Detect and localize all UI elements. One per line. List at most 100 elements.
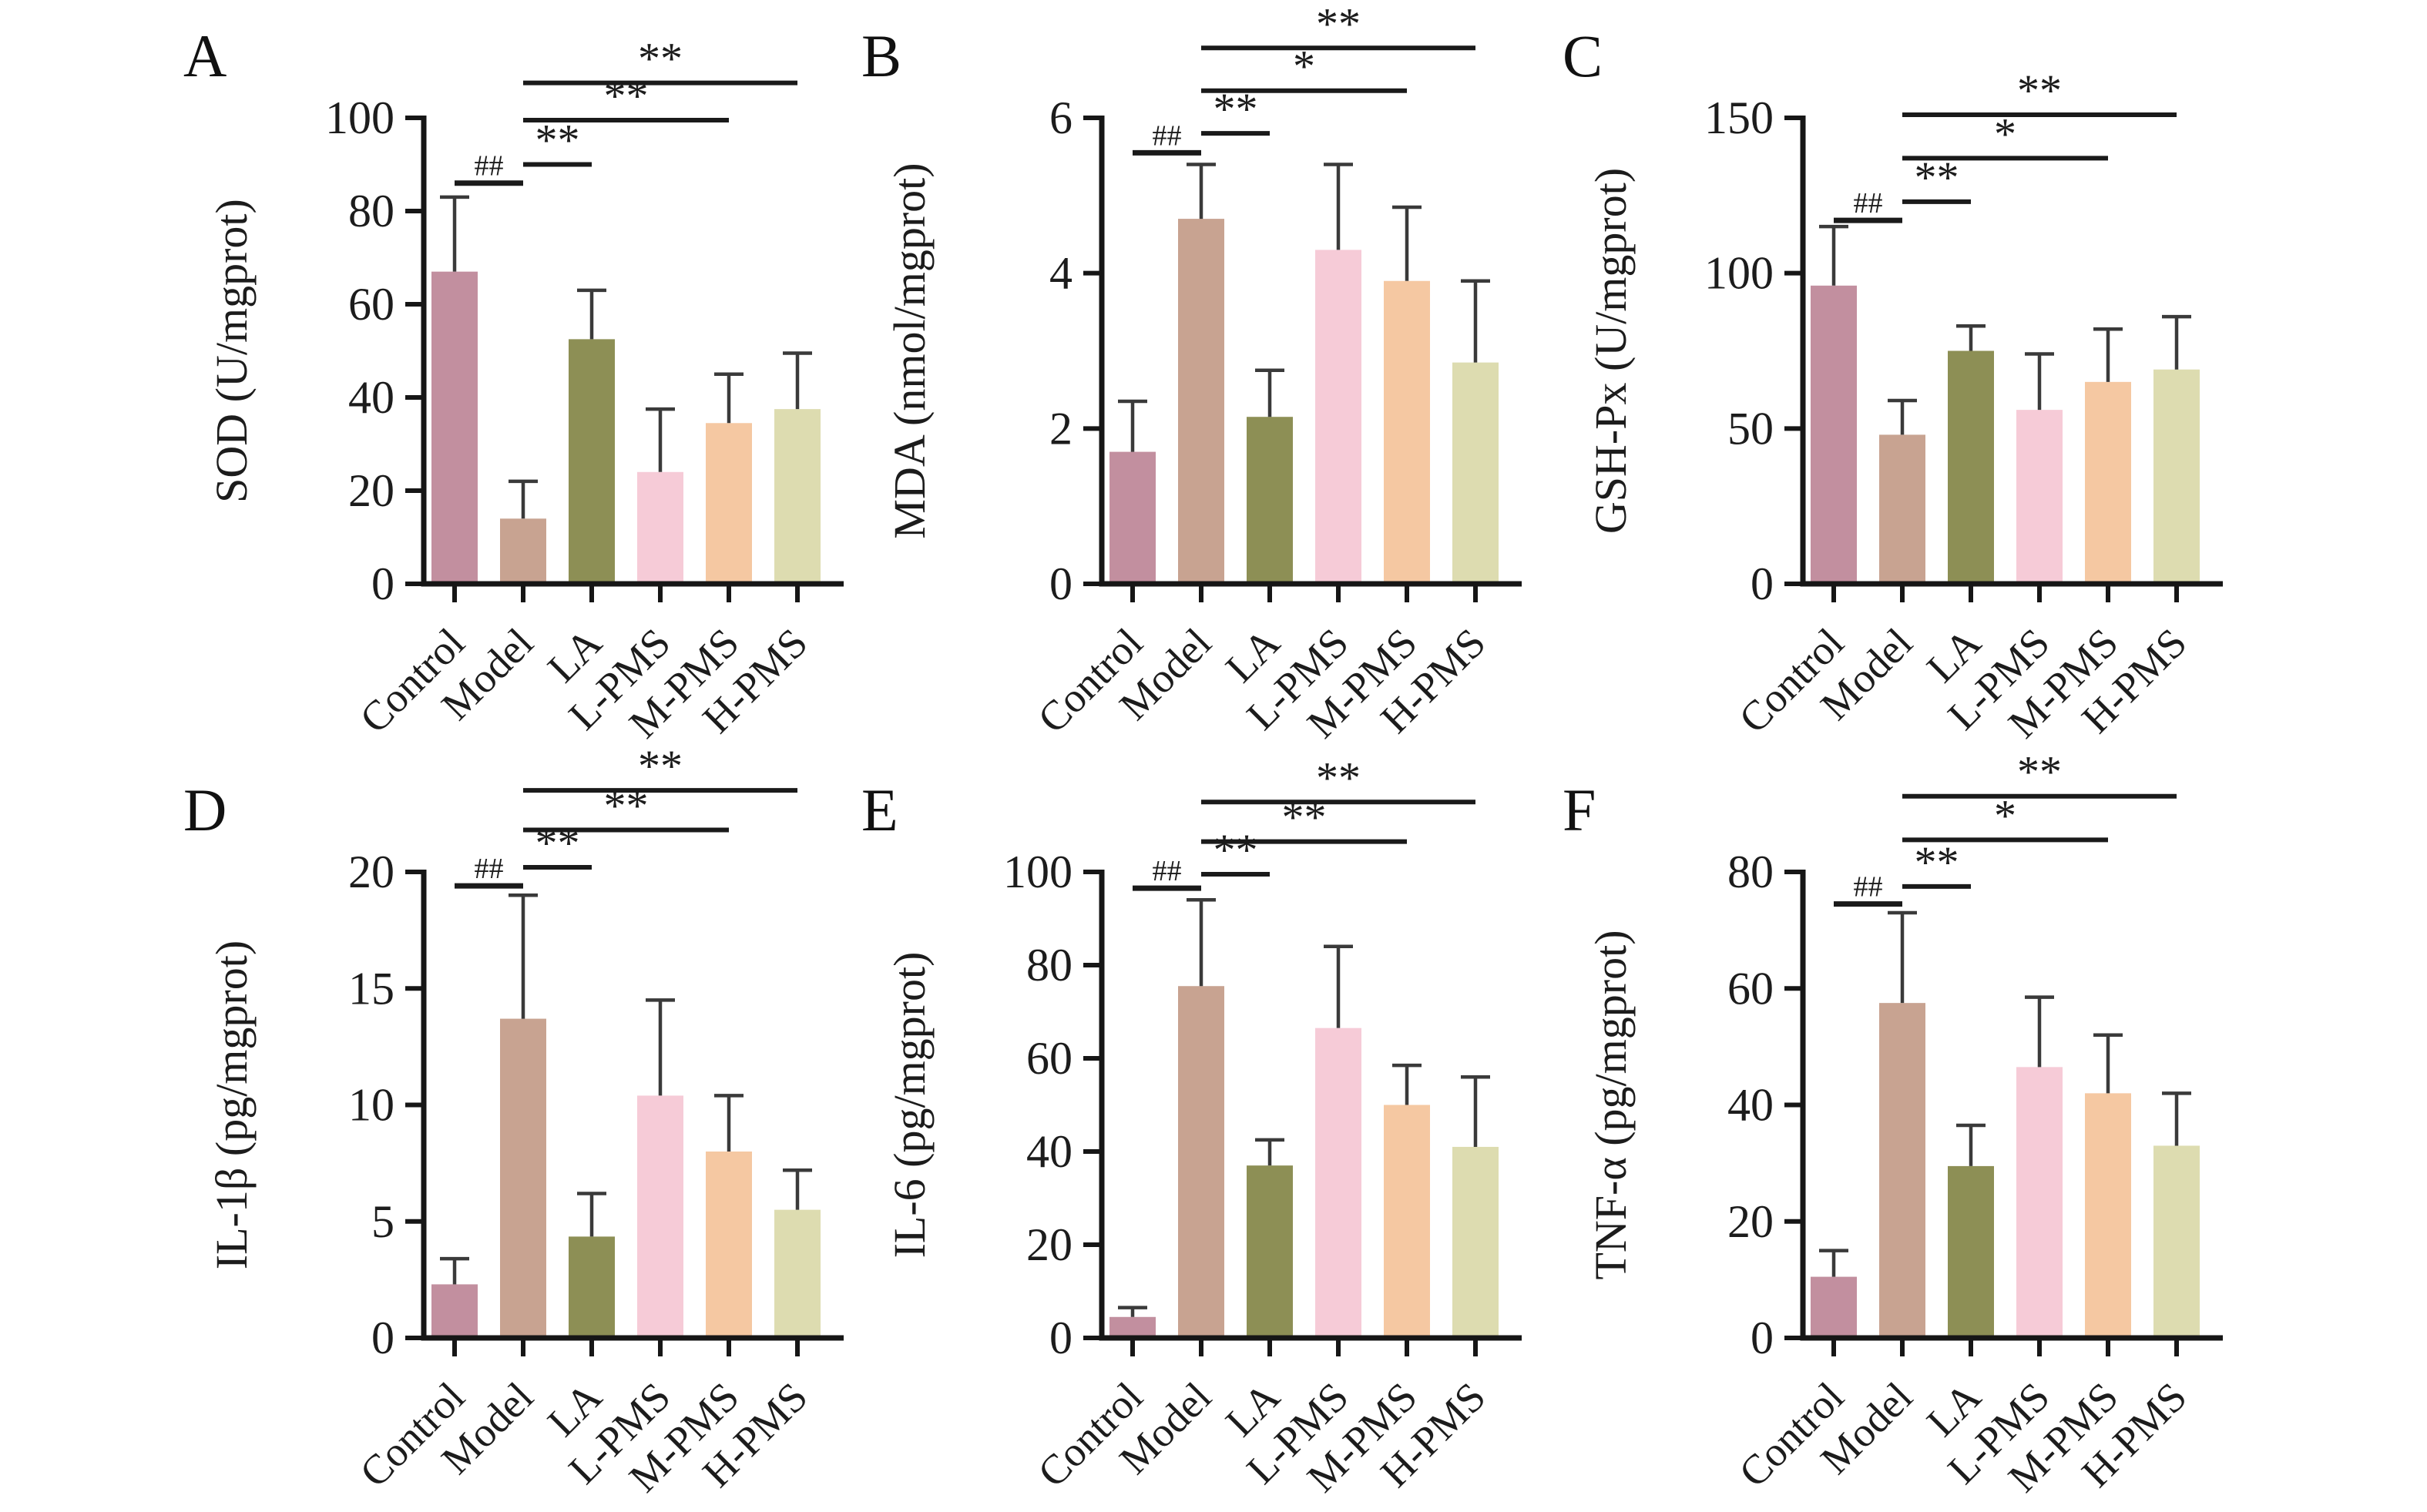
bar-chart-il1b: 0 5 10 15 20 IL-1β (pg/mgprot) Control Model LA L…	[0, 741, 863, 1508]
panel-c: C 0 50 100 150 GSH-Px (U/mgprot) Control Model…	[1379, 0, 2242, 754]
bar-Control	[1109, 451, 1156, 584]
y-axis-title: MDA (nmol/mgprot)	[885, 163, 935, 538]
y-tick-label: 0	[1049, 1313, 1073, 1363]
significance-label: ##	[475, 150, 504, 183]
bar-chart-mda: 0 2 4 6 MDA (nmol/mgprot) Control Model LA L-PMS…	[678, 0, 1541, 754]
bar-H-PMS	[774, 1209, 821, 1338]
y-axis-title: SOD (U/mgprot)	[206, 199, 257, 503]
y-axis-title: IL-6 (pg/mgprot)	[885, 952, 935, 1259]
bar-chart-sod: 0 20 40 60 80 100 SOD (U/mgprot) Control Model LA…	[0, 0, 863, 754]
bar-Control	[431, 271, 478, 584]
y-tick-label: 6	[1049, 92, 1073, 143]
significance-label: **	[1316, 0, 1361, 49]
bar-LA	[1247, 1165, 1293, 1338]
y-tick-label: 100	[1003, 847, 1073, 897]
y-axis-title: IL-1β (pg/mgprot)	[206, 940, 257, 1269]
panel-e: E 0 20 40 60 80 100 IL-6 (pg/mgprot) Control Mod…	[678, 753, 1541, 1508]
bar-H-PMS	[2153, 369, 2200, 584]
y-tick-label: 40	[1727, 1080, 1774, 1131]
bar-M-PMS	[706, 423, 752, 584]
bar-Model	[500, 1018, 546, 1338]
bar-L-PMS	[637, 471, 683, 584]
significance-label: **	[1915, 153, 1959, 203]
y-tick-label: 4	[1049, 248, 1073, 299]
bar-Model	[1879, 434, 1925, 584]
significance-label: **	[1214, 825, 1258, 875]
y-tick-label: 10	[348, 1080, 394, 1131]
bar-Model	[1879, 1003, 1925, 1338]
bar-M-PMS	[1384, 280, 1430, 584]
bar-Control	[1811, 1276, 1857, 1338]
y-tick-label: 15	[348, 963, 394, 1014]
bar-Model	[1178, 219, 1224, 584]
y-tick-label: 60	[1026, 1033, 1073, 1084]
y-tick-label: 20	[348, 847, 394, 897]
y-tick-label: 20	[1026, 1219, 1073, 1270]
y-tick-label: 5	[371, 1196, 394, 1247]
bar-H-PMS	[1452, 1146, 1499, 1338]
panel-letter-d: D	[183, 776, 227, 843]
bar-L-PMS	[1315, 1028, 1361, 1338]
y-tick-label: 0	[1751, 1313, 1774, 1363]
panel-letter-c: C	[1563, 22, 1603, 89]
significance-label: **	[535, 818, 580, 868]
significance-label: *	[1994, 109, 2016, 159]
bar-Model	[500, 518, 546, 584]
bar-LA	[569, 339, 615, 584]
significance-label: ##	[1153, 855, 1182, 887]
panel-letter-b: B	[861, 22, 902, 89]
significance-label: **	[638, 741, 683, 791]
significance-label: ##	[1153, 119, 1182, 152]
y-tick-label: 20	[1727, 1196, 1774, 1247]
bar-H-PMS	[774, 409, 821, 584]
significance-label: ##	[1854, 187, 1883, 220]
bar-L-PMS	[637, 1095, 683, 1338]
panel-b: B 0 2 4 6 MDA (nmol/mgprot) Control Model LA L-P…	[678, 0, 1541, 754]
bar-Control	[1109, 1316, 1156, 1338]
y-tick-label: 60	[348, 279, 394, 330]
significance-label: ##	[1854, 871, 1883, 904]
y-tick-label: 100	[325, 92, 394, 143]
bar-chart-il6: 0 20 40 60 80 100 IL-6 (pg/mgprot) Control Model…	[678, 753, 1541, 1508]
bar-L-PMS	[1315, 250, 1361, 584]
panel-letter-a: A	[183, 22, 227, 89]
panel-d: D 0 5 10 15 20 IL-1β (pg/mgprot) Control Model L…	[0, 741, 863, 1508]
significance-label: **	[2017, 65, 2062, 116]
y-tick-label: 0	[1751, 558, 1774, 609]
y-tick-label: 60	[1727, 963, 1774, 1014]
y-tick-label: 80	[1727, 847, 1774, 897]
significance-label: **	[2017, 747, 2062, 797]
bar-Control	[1811, 285, 1857, 584]
bar-L-PMS	[2016, 1067, 2063, 1338]
y-tick-label: 40	[1026, 1126, 1073, 1177]
panel-a: A 0 20 40 60 80 100 SOD (U/mgprot) Control Model…	[0, 0, 863, 754]
panel-f: F 0 20 40 60 80 TNF-α (pg/mgprot) Control Model…	[1379, 747, 2242, 1508]
significance-label: *	[1994, 790, 2016, 840]
y-tick-label: 50	[1727, 403, 1774, 454]
y-tick-label: 100	[1704, 248, 1774, 299]
bar-M-PMS	[2085, 381, 2131, 584]
significance-label: ##	[475, 853, 504, 885]
y-tick-label: 0	[371, 1313, 394, 1363]
bar-L-PMS	[2016, 410, 2063, 584]
bar-Control	[431, 1284, 478, 1338]
panel-letter-f: F	[1563, 776, 1596, 843]
bar-M-PMS	[2085, 1093, 2131, 1338]
bar-H-PMS	[2153, 1145, 2200, 1338]
y-axis-title: TNF-α (pg/mgprot)	[1586, 930, 1636, 1279]
bar-LA	[569, 1236, 615, 1338]
significance-label: **	[604, 71, 649, 121]
bar-Model	[1178, 986, 1224, 1338]
y-tick-label: 20	[348, 465, 394, 516]
significance-label: **	[1915, 837, 1959, 887]
y-tick-label: 150	[1704, 92, 1774, 143]
bar-LA	[1948, 350, 1994, 584]
bar-M-PMS	[1384, 1105, 1430, 1338]
y-tick-label: 80	[348, 186, 394, 236]
